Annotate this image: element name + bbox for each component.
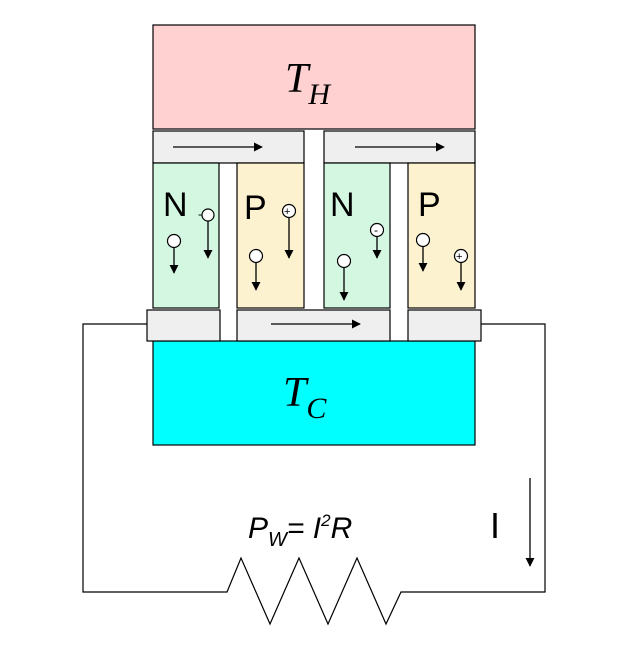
cold-reservoir <box>152 340 476 446</box>
carrier-1: - <box>198 207 215 259</box>
carrier-5: - <box>369 222 385 259</box>
svg-text:-: - <box>198 207 202 221</box>
cold-reservoir-label: TC <box>283 370 327 425</box>
leg-label-n-1: N <box>163 186 188 224</box>
svg-text:-: - <box>374 223 378 237</box>
carrier-2 <box>166 233 182 274</box>
bottom-conductor-middle <box>236 309 391 342</box>
leg-label-p-1: P <box>244 189 267 227</box>
power-formula: PW= I2R <box>248 511 352 551</box>
svg-text:+: + <box>456 251 462 263</box>
hot-reservoir-label: TH <box>285 56 332 111</box>
leg-label-n-2: N <box>330 186 355 224</box>
carrier-6 <box>336 253 352 301</box>
leg-p-1 <box>236 162 305 309</box>
circuit-wire <box>82 323 546 626</box>
carrier-7 <box>415 232 431 272</box>
bottom-terminal-left <box>146 309 221 342</box>
current-label: I <box>490 505 500 546</box>
carrier-3: + <box>281 203 297 259</box>
carrier-8: + <box>453 248 469 291</box>
bottom-terminal-right <box>407 309 482 342</box>
leg-n-1 <box>152 162 220 309</box>
leg-label-p-2: P <box>418 186 441 224</box>
hot-reservoir <box>152 24 476 130</box>
carrier-4 <box>248 248 264 291</box>
svg-text:+: + <box>284 206 290 218</box>
